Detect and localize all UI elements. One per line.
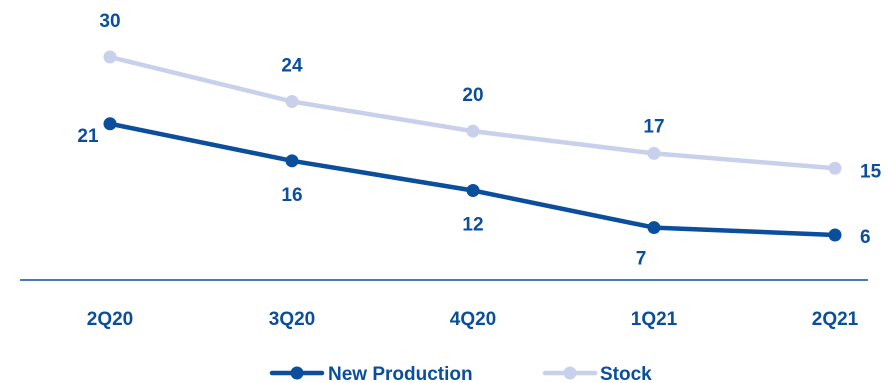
stock-data-label-2q21: 15	[860, 161, 882, 182]
stock-point-2q21	[828, 161, 842, 175]
new-production-data-label-2q21: 6	[860, 227, 871, 248]
stock-data-label-3q20: 24	[281, 56, 303, 77]
data-label-layer: 21 16 12 7 6 30 24 20 17 15	[77, 11, 881, 270]
stock-point-2q20	[103, 50, 117, 64]
stock-line	[107, 54, 838, 171]
new-production-point-1q21	[647, 221, 661, 235]
series-layer	[103, 50, 842, 242]
legend-label-stock: Stock	[600, 364, 652, 383]
stock-data-label-2q20: 30	[99, 11, 120, 32]
legend-marker-stock	[563, 366, 577, 380]
stock-point-3q20	[285, 95, 299, 108]
x-tick-label-2q21: 2Q21	[812, 309, 859, 330]
x-tick-label-1q21: 1Q21	[631, 309, 678, 330]
new-production-point-2q20	[103, 117, 117, 131]
legend-marker-new-production	[290, 366, 304, 380]
new-production-point-2q21	[828, 228, 842, 242]
new-production-data-label-4q20: 12	[462, 215, 483, 236]
stock-point-4q20	[466, 124, 480, 138]
legend-label-new-production: New Production	[328, 364, 473, 383]
x-tick-label-4q20: 4Q20	[450, 309, 496, 330]
new-production-data-label-1q21: 7	[636, 249, 647, 270]
stock-data-label-4q20: 20	[462, 85, 483, 106]
legend: New Production Stock	[269, 364, 652, 383]
new-production-point-4q20	[466, 184, 480, 197]
x-tick-label-2q20: 2Q20	[87, 309, 133, 330]
x-tick-label-3q20: 3Q20	[269, 309, 315, 330]
new-production-data-label-2q20: 21	[77, 126, 99, 147]
new-production-data-label-3q20: 16	[281, 185, 302, 206]
x-axis-tick-labels: 2Q20 3Q20 4Q20 1Q21 2Q21	[87, 309, 859, 330]
stock-data-label-1q21: 17	[643, 116, 664, 137]
new-production-point-3q20	[285, 154, 299, 168]
stock-point-1q21	[647, 146, 661, 160]
